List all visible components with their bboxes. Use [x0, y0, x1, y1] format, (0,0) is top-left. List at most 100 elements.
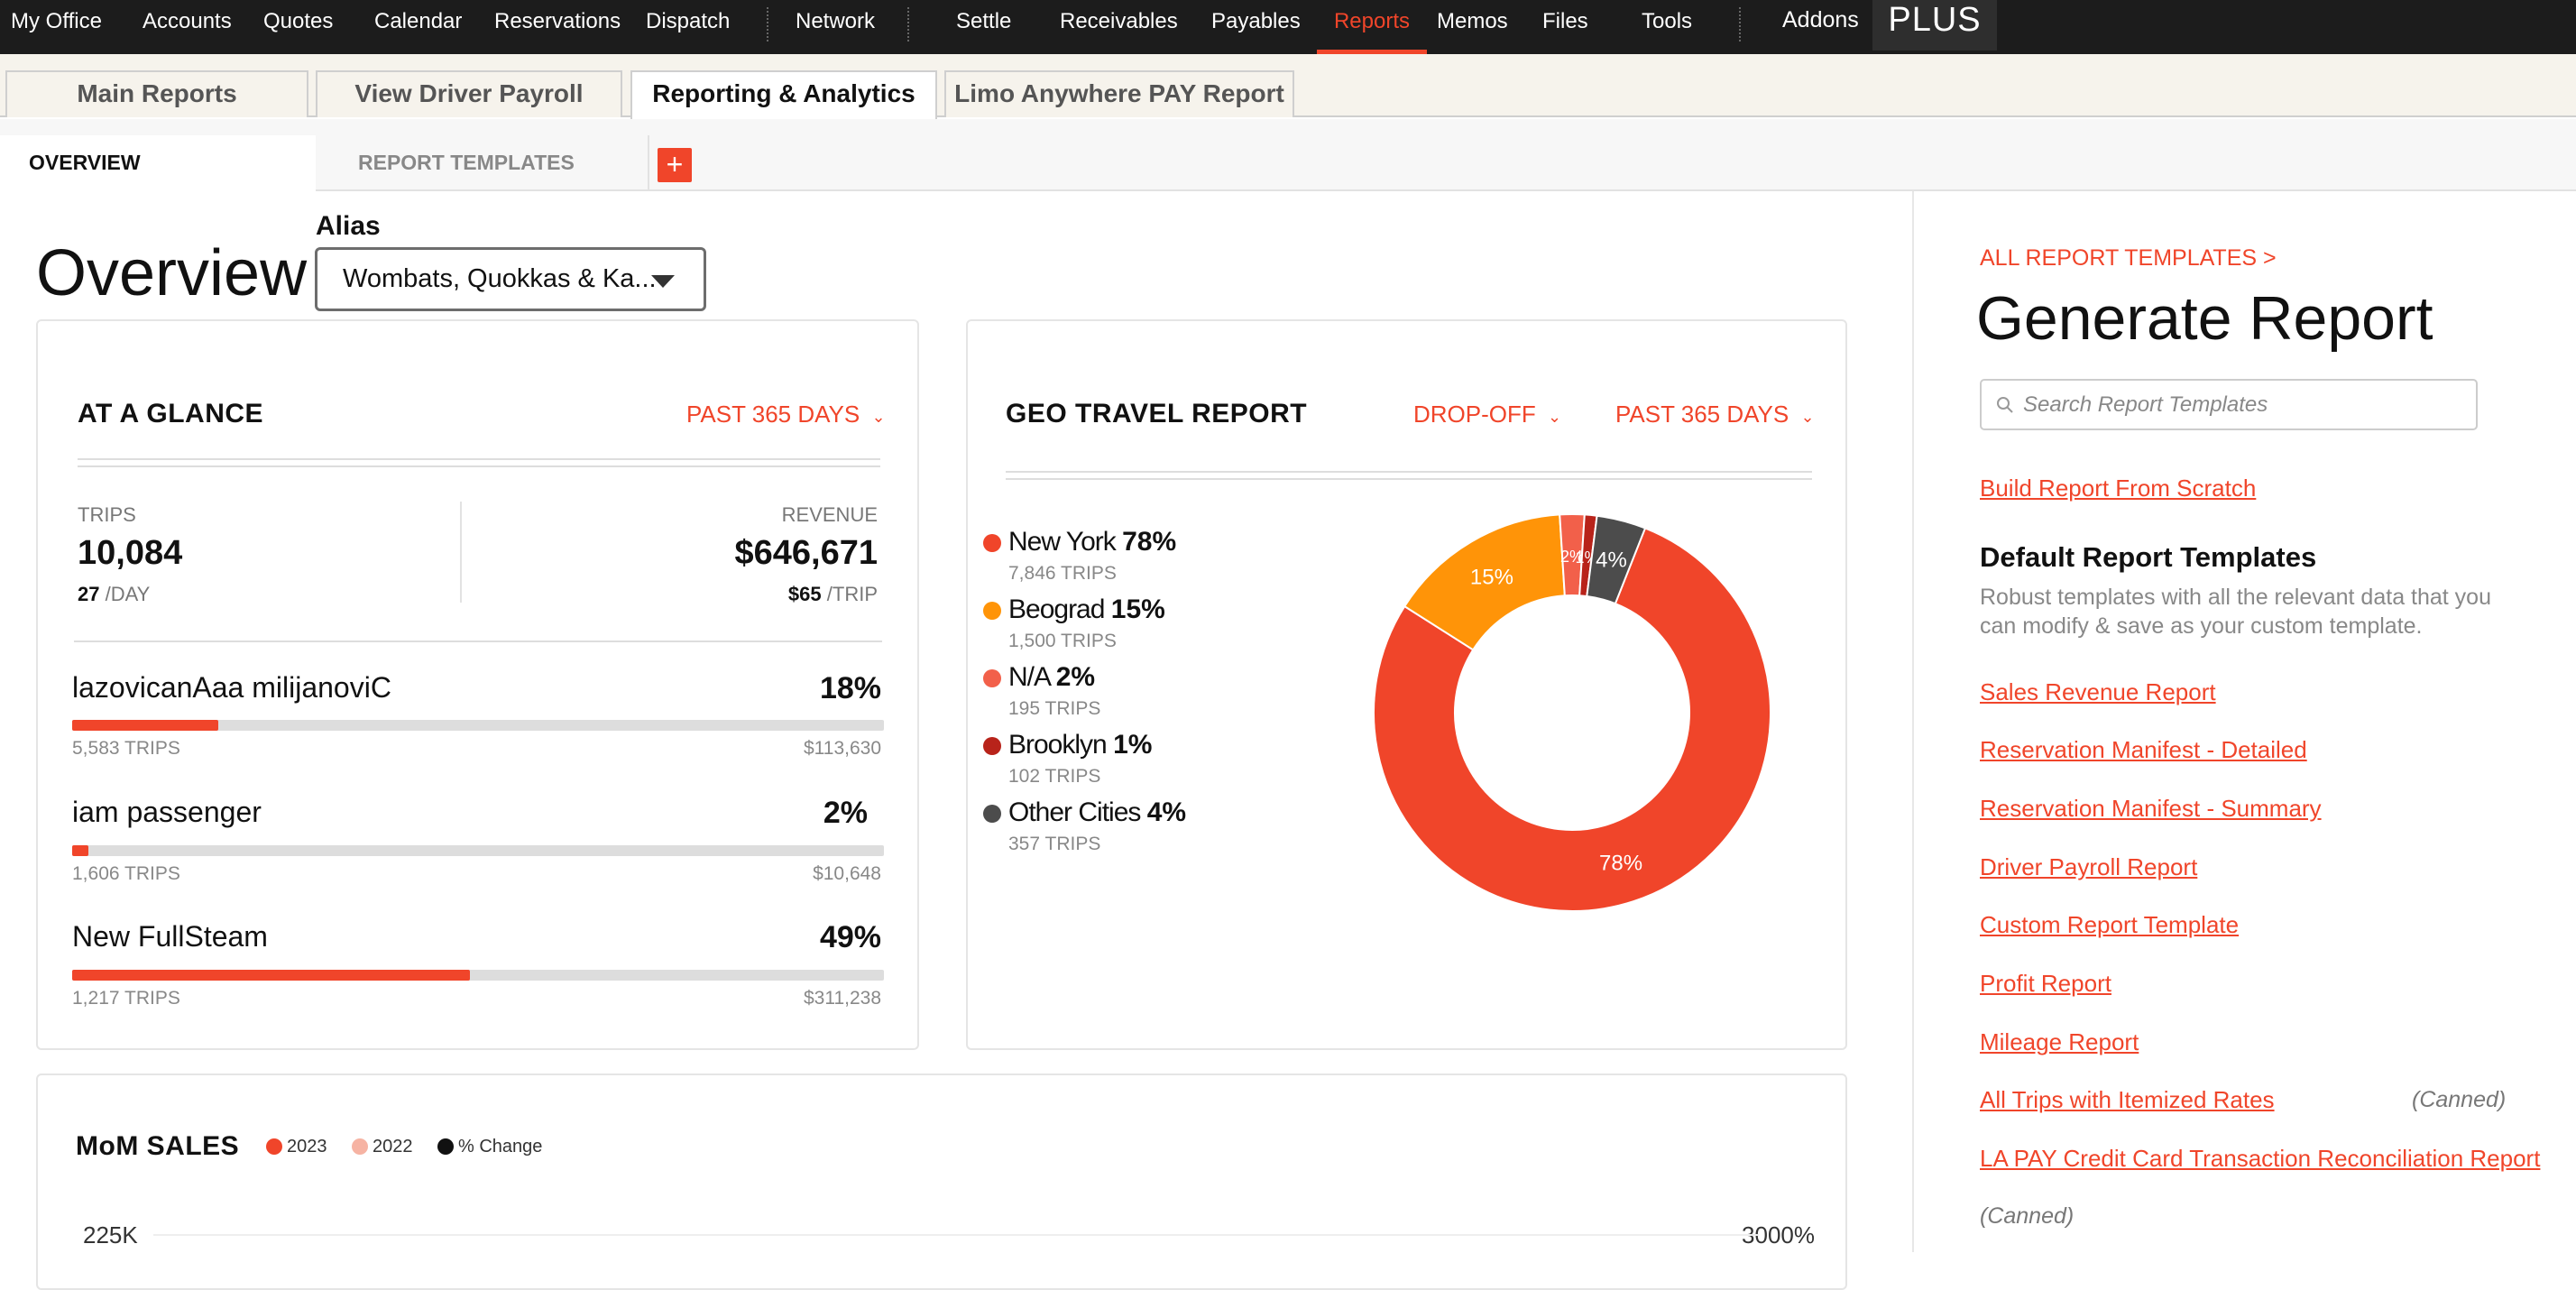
legend-dot — [983, 669, 1001, 687]
nav-reports[interactable]: Reports — [1317, 0, 1427, 54]
nav-settle[interactable]: Settle — [956, 9, 1012, 33]
search-templates-input[interactable] — [2023, 381, 2470, 428]
passenger-trips: 5,583 TRIPS — [72, 738, 180, 759]
trips-per-day-value: 27 — [78, 583, 100, 605]
revenue-per-trip-value: $65 — [787, 583, 822, 605]
alias-label: Alias — [316, 211, 381, 241]
glance-title: AT A GLANCE — [78, 399, 264, 428]
trips-per-day-unit: /DAY — [105, 583, 151, 605]
template-link-driver-payroll[interactable]: Driver Payroll Report — [1980, 853, 2198, 880]
revenue-per-trip-unit: /TRIP — [826, 583, 878, 605]
nav-accounts[interactable]: Accounts — [143, 9, 232, 33]
nav-tools[interactable]: Tools — [1642, 9, 1693, 33]
nav-dispatch[interactable]: Dispatch — [646, 9, 731, 33]
geo-trips: 102 TRIPS — [1008, 766, 1101, 787]
legend-dot — [983, 805, 1001, 823]
nav-my-office[interactable]: My Office — [11, 9, 102, 33]
nav-calendar[interactable]: Calendar — [374, 9, 463, 33]
passenger-name: iam passenger — [72, 796, 262, 828]
geo-percent: 4% — [1146, 797, 1187, 827]
passenger-revenue: $10,648 — [813, 863, 881, 884]
add-tab-button[interactable]: + — [658, 148, 692, 182]
report-section-tabs: Main Reports View Driver Payroll Reporti… — [0, 54, 2576, 119]
alias-selected-value: Wombats, Quokkas & Ka... — [343, 264, 657, 293]
canned-tag: (Canned) — [2412, 1087, 2507, 1112]
search-templates-box[interactable] — [1980, 379, 2478, 430]
legend-label: 2023 — [287, 1137, 327, 1156]
default-templates-description: Robust templates with all the relevant d… — [1980, 585, 2491, 639]
nav-reservations[interactable]: Reservations — [494, 9, 621, 33]
passenger-share-bar — [72, 720, 884, 731]
nav-receivables[interactable]: Receivables — [1060, 9, 1178, 33]
template-link-sales-revenue[interactable]: Sales Revenue Report — [1980, 678, 2216, 705]
geo-percent: 2% — [1055, 662, 1096, 692]
nav-payables[interactable]: Payables — [1211, 9, 1301, 33]
legend-dot — [437, 1138, 454, 1155]
legend-dot — [983, 737, 1001, 755]
generate-report-panel: ALL REPORT TEMPLATES > Generate Report B… — [1912, 191, 2576, 1252]
nav-network[interactable]: Network — [796, 9, 876, 33]
geo-percent: 15% — [1110, 594, 1165, 624]
generate-report-title: Generate Report — [1976, 284, 2433, 353]
geo-filter-dropdown[interactable]: DROP-OFF ⌄ — [1413, 401, 1561, 428]
chevron-down-icon: ⌄ — [1548, 408, 1562, 426]
passenger-revenue: $311,238 — [803, 988, 881, 1009]
tab-overview[interactable]: OVERVIEW — [0, 135, 316, 191]
donut-slice-new-york[interactable] — [1373, 527, 1771, 912]
template-link-custom[interactable]: Custom Report Template — [1980, 911, 2240, 938]
template-link-itemized-rates[interactable]: All Trips with Itemized Rates — [1980, 1086, 2275, 1113]
template-link-mileage[interactable]: Mileage Report — [1980, 1028, 2139, 1055]
tab-main-reports[interactable]: Main Reports — [5, 70, 308, 117]
at-a-glance-card: AT A GLANCE PAST 365 DAYS ⌄ TRIPS 10,084… — [36, 319, 919, 1050]
tab-report-templates[interactable]: REPORT TEMPLATES — [316, 135, 649, 191]
donut-slice-other-cities[interactable] — [1586, 514, 1647, 605]
nav-files[interactable]: Files — [1542, 9, 1588, 33]
nav-memos[interactable]: Memos — [1437, 9, 1508, 33]
donut-slice-label: 78% — [1599, 851, 1642, 875]
legend-label: 2022 — [373, 1137, 413, 1156]
template-link-manifest-detailed[interactable]: Reservation Manifest - Detailed — [1980, 736, 2307, 763]
default-templates-title: Default Report Templates — [1980, 541, 2317, 573]
legend-dot — [352, 1138, 368, 1155]
geo-percent: 78% — [1122, 527, 1177, 557]
nav-separator — [907, 7, 909, 41]
passenger-revenue: $113,630 — [803, 738, 881, 759]
canned-tag: (Canned) — [1980, 1203, 2075, 1229]
glance-range-label: PAST 365 DAYS — [686, 401, 860, 428]
geo-trips: 195 TRIPS — [1008, 698, 1101, 719]
trips-label: TRIPS — [78, 503, 136, 526]
template-link-profit[interactable]: Profit Report — [1980, 970, 2111, 997]
donut-slice-label: 2% — [1560, 548, 1584, 566]
revenue-per-trip: $65 /TRIP — [788, 583, 878, 606]
geo-range-dropdown[interactable]: PAST 365 DAYS ⌄ — [1615, 401, 1815, 428]
all-report-templates-link[interactable]: ALL REPORT TEMPLATES > — [1980, 245, 2277, 271]
geo-city: Other Cities — [1008, 797, 1141, 827]
glance-range-dropdown[interactable]: PAST 365 DAYS ⌄ — [686, 401, 886, 428]
page-title: Overview — [36, 237, 308, 309]
tab-limo-anywhere-pay-report[interactable]: Limo Anywhere PAY Report — [944, 70, 1294, 117]
divider — [78, 458, 880, 460]
geo-city-label: N/A 2% — [1008, 662, 1095, 693]
geo-percent: 1% — [1113, 730, 1153, 760]
nav-addons[interactable]: Addons — [1782, 7, 1859, 32]
donut-slice-label: 4% — [1596, 548, 1627, 572]
passenger-trips: 1,606 TRIPS — [72, 863, 180, 884]
geo-city-label: New York 78% — [1008, 527, 1176, 557]
nav-quotes[interactable]: Quotes — [263, 9, 334, 33]
revenue-value: $646,671 — [734, 534, 879, 572]
geo-trips: 357 TRIPS — [1008, 834, 1101, 854]
donut-slice-label: 15% — [1470, 565, 1513, 589]
passenger-name: New FullSteam — [72, 920, 268, 953]
geo-travel-card: GEO TRAVEL REPORT DROP-OFF ⌄ PAST 365 DA… — [966, 319, 1847, 1050]
tab-reporting-analytics[interactable]: Reporting & Analytics — [630, 70, 937, 119]
tab-view-driver-payroll[interactable]: View Driver Payroll — [316, 70, 622, 117]
geo-city: Beograd — [1008, 594, 1105, 624]
template-link-la-pay-reconciliation[interactable]: LA PAY Credit Card Transaction Reconcili… — [1980, 1145, 2541, 1172]
geo-trips: 7,846 TRIPS — [1008, 563, 1117, 584]
plus-badge[interactable]: PLUS — [1872, 0, 1997, 51]
alias-dropdown[interactable]: Wombats, Quokkas & Ka... — [315, 247, 706, 311]
passenger-percent: 18% — [819, 671, 881, 705]
build-report-from-scratch-link[interactable]: Build Report From Scratch — [1980, 475, 2257, 502]
template-link-manifest-summary[interactable]: Reservation Manifest - Summary — [1980, 795, 2322, 822]
geo-city-label: Other Cities 4% — [1008, 797, 1186, 828]
